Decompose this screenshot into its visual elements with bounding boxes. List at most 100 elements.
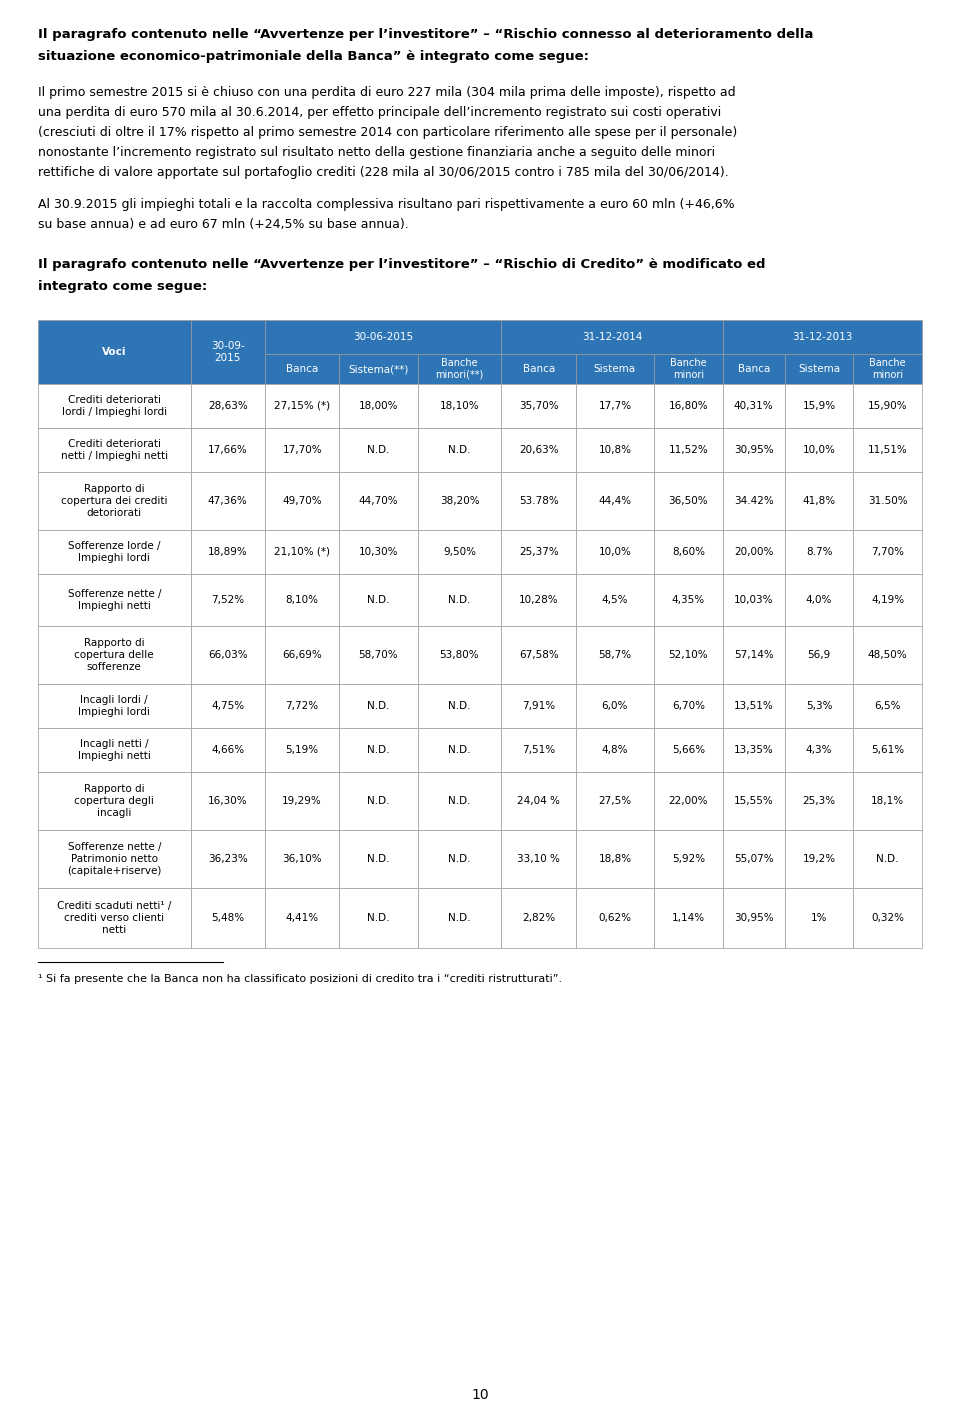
Bar [853,772,922,830]
Bar [501,772,576,830]
Text: 10,28%: 10,28% [518,595,559,605]
Bar [654,428,723,472]
Bar [576,728,654,772]
Bar [191,728,265,772]
Text: Sofferenze nette /
Impieghi netti: Sofferenze nette / Impieghi netti [67,589,161,610]
Text: Sofferenze lorde /
Impieghi lordi: Sofferenze lorde / Impieghi lordi [68,541,160,562]
Text: Sistema: Sistema [798,364,840,374]
Text: Banche
minori: Banche minori [670,358,707,379]
Bar [191,384,265,428]
Text: 17,7%: 17,7% [598,401,632,411]
Text: 30-06-2015: 30-06-2015 [353,331,413,343]
Text: 10,8%: 10,8% [598,445,632,455]
Bar [723,530,784,573]
Text: 49,70%: 49,70% [282,496,322,506]
Text: N.D.: N.D. [448,854,470,864]
Text: 36,10%: 36,10% [282,854,322,864]
Text: 8.7%: 8.7% [805,547,832,556]
Bar [265,772,339,830]
Text: Rapporto di
copertura dei crediti
detoriorati: Rapporto di copertura dei crediti detori… [61,484,168,518]
Text: 18,89%: 18,89% [208,547,248,556]
Bar [723,728,784,772]
Bar [784,684,853,728]
Text: 22,00%: 22,00% [668,796,708,806]
Text: 36,50%: 36,50% [668,496,708,506]
Text: N.D.: N.D. [448,595,470,605]
Bar [853,728,922,772]
Bar [265,888,339,947]
Bar [853,830,922,888]
Text: 4,66%: 4,66% [211,745,245,755]
Bar [723,320,922,354]
Text: 4,75%: 4,75% [211,701,245,711]
Bar [339,354,418,384]
Text: 5,19%: 5,19% [285,745,319,755]
Text: 31.50%: 31.50% [868,496,907,506]
Text: una perdita di euro 570 mila al 30.6.2014, per effetto principale dell’increment: una perdita di euro 570 mila al 30.6.201… [38,106,721,119]
Bar [191,684,265,728]
Text: Incagli lordi /
Impieghi lordi: Incagli lordi / Impieghi lordi [79,695,150,716]
Text: Sistema(**): Sistema(**) [348,364,409,374]
Text: 6,0%: 6,0% [602,701,628,711]
Bar [339,830,418,888]
Bar [38,530,191,573]
Text: Rapporto di
copertura degli
incagli: Rapporto di copertura degli incagli [74,784,155,817]
Bar [723,830,784,888]
Bar [339,384,418,428]
Text: 6,70%: 6,70% [672,701,705,711]
Bar [38,320,191,384]
Bar [576,354,654,384]
Text: 67,58%: 67,58% [518,650,559,660]
Bar [576,684,654,728]
Text: 31-12-2013: 31-12-2013 [792,331,852,343]
Bar [654,830,723,888]
Text: 38,20%: 38,20% [440,496,479,506]
Text: 20,63%: 20,63% [518,445,559,455]
Text: 11,51%: 11,51% [868,445,907,455]
Text: 53.78%: 53.78% [518,496,559,506]
Bar [501,320,723,354]
Text: situazione economico-patrimoniale della Banca” è integrato come segue:: situazione economico-patrimoniale della … [38,50,589,62]
Text: 11,52%: 11,52% [668,445,708,455]
Bar [723,428,784,472]
Bar [784,530,853,573]
Text: 0,62%: 0,62% [598,913,632,923]
Bar [191,428,265,472]
Text: 25,37%: 25,37% [518,547,559,556]
Bar [576,888,654,947]
Text: 4,8%: 4,8% [602,745,628,755]
Text: 10,0%: 10,0% [598,547,632,556]
Text: 15,90%: 15,90% [868,401,907,411]
Text: 36,23%: 36,23% [208,854,248,864]
Text: 7,70%: 7,70% [871,547,904,556]
Bar [191,772,265,830]
Bar [191,530,265,573]
Text: 5,3%: 5,3% [805,701,832,711]
Bar [418,472,501,530]
Text: 1%: 1% [811,913,828,923]
Text: 5,61%: 5,61% [871,745,904,755]
Bar [853,573,922,626]
Text: 4,35%: 4,35% [672,595,705,605]
Text: integrato come segue:: integrato come segue: [38,280,207,293]
Text: Banca: Banca [286,364,319,374]
Text: 44,70%: 44,70% [359,496,398,506]
Text: 10,03%: 10,03% [734,595,774,605]
Bar [784,384,853,428]
Bar [723,472,784,530]
Bar [576,472,654,530]
Bar [853,530,922,573]
Text: 58,7%: 58,7% [598,650,632,660]
Text: Banche
minori(**): Banche minori(**) [436,358,484,379]
Bar [339,472,418,530]
Bar [265,384,339,428]
Text: 57,14%: 57,14% [733,650,774,660]
Text: Il paragrafo contenuto nelle “Avvertenze per l’investitore” – “Rischio connesso : Il paragrafo contenuto nelle “Avvertenze… [38,28,813,41]
Bar [339,888,418,947]
Bar [265,684,339,728]
Text: nonostante l’incremento registrato sul risultato netto della gestione finanziari: nonostante l’incremento registrato sul r… [38,146,715,159]
Bar [501,626,576,684]
Bar [576,772,654,830]
Bar [38,384,191,428]
Bar [853,428,922,472]
